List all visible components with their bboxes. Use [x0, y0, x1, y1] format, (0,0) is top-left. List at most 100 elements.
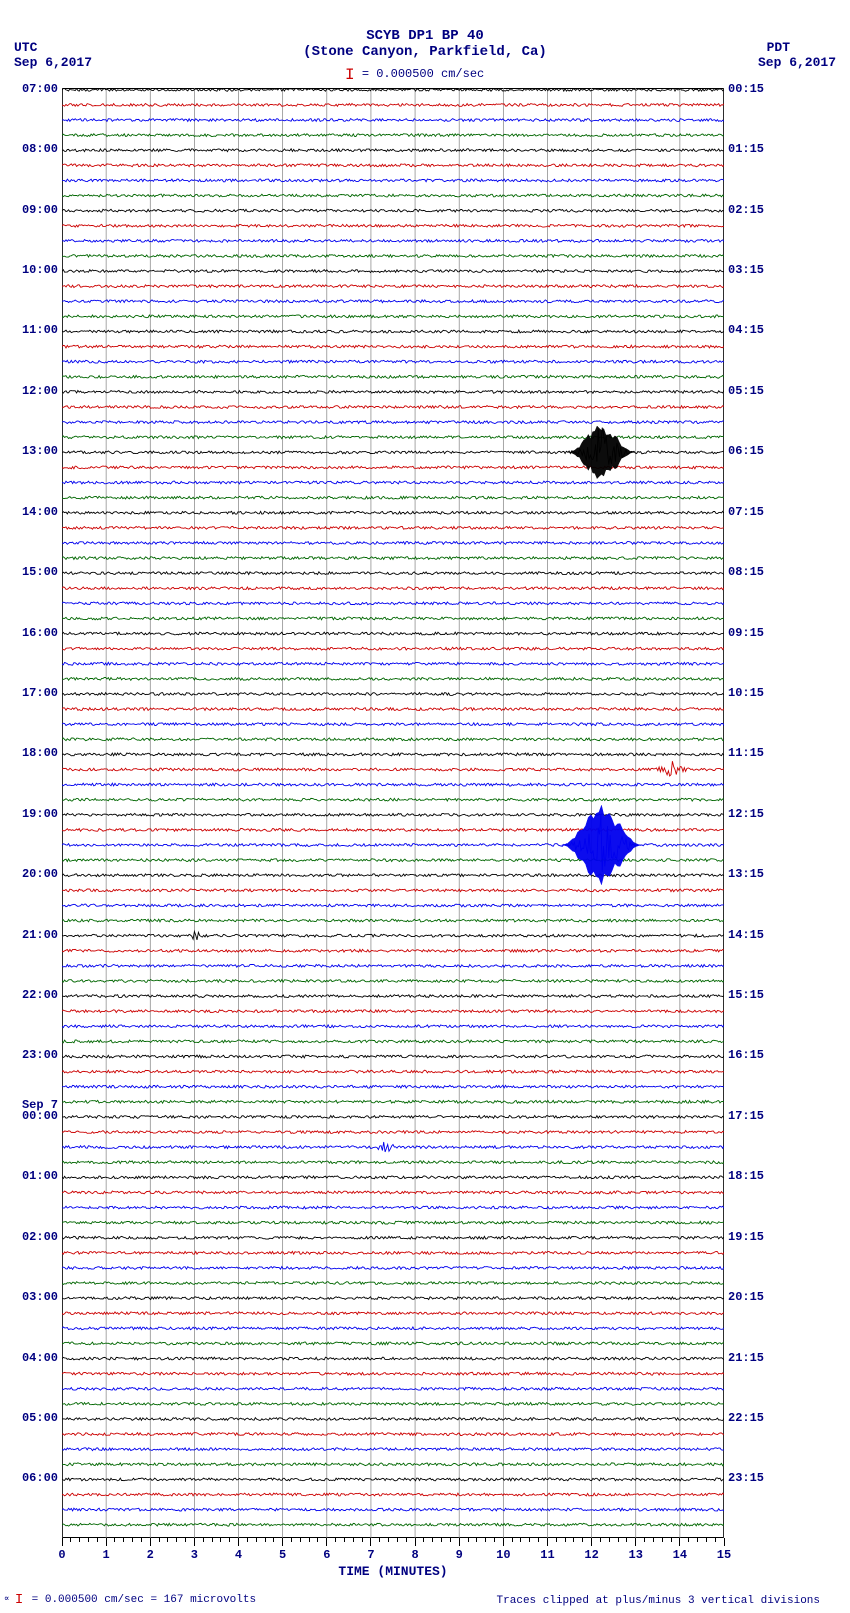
x-minor-tick — [132, 1538, 133, 1542]
right-time-label: 09:15 — [728, 626, 764, 640]
seismogram-plot — [62, 88, 724, 1538]
left-time-label: 16:00 — [22, 626, 58, 640]
left-time-label: 04:00 — [22, 1351, 58, 1365]
x-tick-label: 3 — [191, 1548, 198, 1562]
scale-bar: I = 0.000500 cm/sec — [345, 64, 484, 82]
x-minor-tick — [556, 1538, 557, 1542]
x-minor-tick — [79, 1538, 80, 1542]
left-time-label: 22:00 — [22, 988, 58, 1002]
x-tick — [415, 1538, 416, 1546]
x-minor-tick — [512, 1538, 513, 1542]
x-minor-tick — [688, 1538, 689, 1542]
title-line-2: (Stone Canyon, Parkfield, Ca) — [303, 44, 547, 60]
x-minor-tick — [362, 1538, 363, 1542]
left-time-label: 15:00 — [22, 565, 58, 579]
left-time-label: 23:00 — [22, 1048, 58, 1062]
left-time-label: 12:00 — [22, 384, 58, 398]
left-time-label: 20:00 — [22, 867, 58, 881]
x-minor-tick — [203, 1538, 204, 1542]
x-tick-label: 2 — [147, 1548, 154, 1562]
x-minor-tick — [300, 1538, 301, 1542]
x-minor-tick — [423, 1538, 424, 1542]
x-minor-tick — [379, 1538, 380, 1542]
x-minor-tick — [309, 1538, 310, 1542]
x-tick-label: 5 — [279, 1548, 286, 1562]
x-minor-tick — [176, 1538, 177, 1542]
right-time-label: 17:15 — [728, 1109, 764, 1123]
left-time-label: 18:00 — [22, 746, 58, 760]
x-minor-tick — [114, 1538, 115, 1542]
x-minor-tick — [273, 1538, 274, 1542]
right-time-label: 00:15 — [728, 82, 764, 96]
right-time-label: 13:15 — [728, 867, 764, 881]
right-time-label: 08:15 — [728, 565, 764, 579]
x-tick — [635, 1538, 636, 1546]
x-minor-tick — [494, 1538, 495, 1542]
x-tick-label: 7 — [367, 1548, 374, 1562]
x-minor-tick — [476, 1538, 477, 1542]
left-time-label: 09:00 — [22, 203, 58, 217]
x-tick-label: 10 — [496, 1548, 510, 1562]
left-time-label: 05:00 — [22, 1411, 58, 1425]
right-time-label: 01:15 — [728, 142, 764, 156]
x-minor-tick — [167, 1538, 168, 1542]
right-time-label: 05:15 — [728, 384, 764, 398]
left-time-label: 19:00 — [22, 807, 58, 821]
x-tick-label: 13 — [629, 1548, 643, 1562]
x-tick-label: 12 — [584, 1548, 598, 1562]
x-tick — [150, 1538, 151, 1546]
x-minor-tick — [662, 1538, 663, 1542]
right-time-label: 14:15 — [728, 928, 764, 942]
x-minor-tick — [538, 1538, 539, 1542]
x-tick-label: 15 — [717, 1548, 731, 1562]
x-minor-tick — [335, 1538, 336, 1542]
x-tick-label: 8 — [411, 1548, 418, 1562]
right-time-label: 11:15 — [728, 746, 764, 760]
right-time-label: 10:15 — [728, 686, 764, 700]
x-minor-tick — [229, 1538, 230, 1542]
x-minor-tick — [432, 1538, 433, 1542]
x-tick — [724, 1538, 725, 1546]
right-time-label: 04:15 — [728, 323, 764, 337]
x-tick-label: 14 — [673, 1548, 687, 1562]
x-minor-tick — [520, 1538, 521, 1542]
x-minor-tick — [397, 1538, 398, 1542]
x-tick-label: 11 — [540, 1548, 554, 1562]
x-minor-tick — [609, 1538, 610, 1542]
left-time-label: 17:00 — [22, 686, 58, 700]
x-minor-tick — [88, 1538, 89, 1542]
right-time-label: 02:15 — [728, 203, 764, 217]
x-minor-tick — [441, 1538, 442, 1542]
x-tick — [591, 1538, 592, 1546]
left-time-label: 10:00 — [22, 263, 58, 277]
right-time-label: 18:15 — [728, 1169, 764, 1183]
x-tick — [62, 1538, 63, 1546]
x-minor-tick — [141, 1538, 142, 1542]
right-time-label: 19:15 — [728, 1230, 764, 1244]
x-minor-tick — [618, 1538, 619, 1542]
x-minor-tick — [97, 1538, 98, 1542]
x-minor-tick — [468, 1538, 469, 1542]
right-time-label: 20:15 — [728, 1290, 764, 1304]
x-minor-tick — [600, 1538, 601, 1542]
right-date: Sep 6,2017 — [758, 55, 836, 70]
x-minor-tick — [644, 1538, 645, 1542]
x-minor-tick — [653, 1538, 654, 1542]
x-minor-tick — [159, 1538, 160, 1542]
x-tick — [326, 1538, 327, 1546]
x-minor-tick — [626, 1538, 627, 1542]
x-minor-tick — [291, 1538, 292, 1542]
left-time-label: 21:00 — [22, 928, 58, 942]
left-time-label: 13:00 — [22, 444, 58, 458]
left-time-label: 08:00 — [22, 142, 58, 156]
seismogram-container: SCYB DP1 BP 40 (Stone Canyon, Parkfield,… — [0, 0, 850, 1613]
right-time-label: 03:15 — [728, 263, 764, 277]
x-minor-tick — [406, 1538, 407, 1542]
right-time-label: 21:15 — [728, 1351, 764, 1365]
x-tick — [679, 1538, 680, 1546]
title-line-1: SCYB DP1 BP 40 — [366, 28, 484, 44]
x-tick-label: 6 — [323, 1548, 330, 1562]
x-tick — [238, 1538, 239, 1546]
scale-label: = 0.000500 cm/sec — [362, 67, 484, 81]
right-time-label: 22:15 — [728, 1411, 764, 1425]
